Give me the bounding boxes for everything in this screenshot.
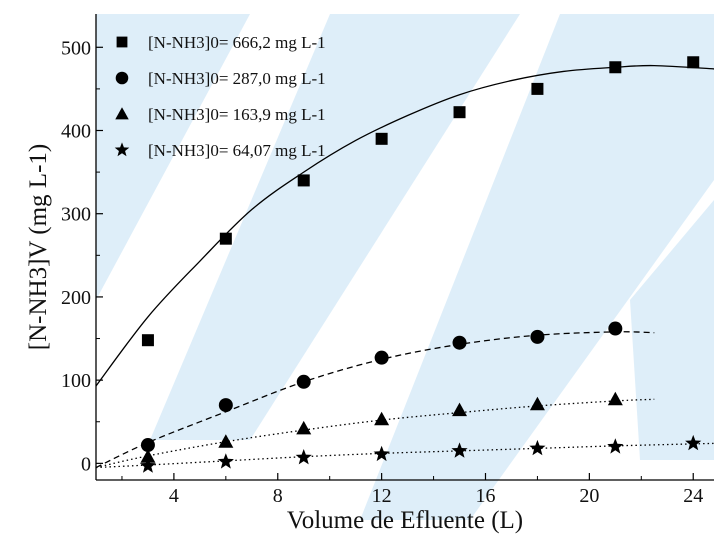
- data-point-series-3-triangle: [607, 391, 623, 406]
- x-tick-label: 24: [683, 485, 703, 507]
- data-point-series-1-square: [219, 232, 232, 245]
- data-point-series-1-square: [687, 56, 700, 69]
- x-tick-label: 12: [372, 485, 392, 507]
- legend-label-4: [N-NH3]0= 64,07 mg L-1: [148, 141, 326, 160]
- legend-marker-3: [115, 107, 129, 120]
- data-point-series-1-square: [609, 61, 622, 74]
- y-tick-label: 200: [61, 287, 91, 309]
- legend-label-1: [N-NH3]0= 666,2 mg L-1: [148, 33, 326, 52]
- x-tick-label: 4: [169, 485, 179, 507]
- fit-curve-series-4: [95, 442, 715, 469]
- y-tick-label: 500: [61, 37, 91, 59]
- background-band-3: [360, 14, 714, 520]
- data-point-series-2-circle: [374, 350, 389, 365]
- data-point-series-2-circle: [530, 329, 545, 344]
- data-point-series-4-star: [217, 453, 234, 469]
- data-point-series-1-square: [297, 174, 310, 187]
- y-tick-label: 400: [61, 121, 91, 143]
- data-point-series-3-triangle: [296, 420, 312, 435]
- y-tick-label: 300: [61, 204, 91, 226]
- background-band-4: [630, 200, 714, 460]
- legend-marker-1: [116, 36, 128, 48]
- y-tick-label: 100: [61, 370, 91, 392]
- data-point-series-1-square: [141, 334, 154, 347]
- data-point-series-4-star: [373, 445, 390, 462]
- legend-label-3: [N-NH3]0= 163,9 mg L-1: [148, 105, 326, 124]
- data-point-series-3-triangle: [452, 402, 468, 417]
- data-point-series-3-triangle: [374, 411, 390, 426]
- data-point-series-2-circle: [140, 438, 155, 453]
- data-point-series-3-triangle: [140, 449, 156, 463]
- data-markers: [139, 56, 702, 473]
- data-point-series-4-star: [139, 457, 157, 473]
- legend-marker-2: [115, 71, 129, 85]
- data-point-series-4-star: [295, 449, 312, 465]
- plot-axes: 4 8 12 16 20 24 0 100 200 300 400 500: [61, 14, 714, 507]
- data-point-series-4-star: [685, 434, 702, 451]
- data-point-series-2-circle: [452, 335, 467, 350]
- background-band-1: [96, 14, 250, 300]
- data-point-series-3-triangle: [529, 396, 545, 411]
- x-tick-label: 16: [475, 485, 495, 507]
- y-tick-label: 0: [81, 453, 91, 475]
- data-point-series-3-triangle: [218, 434, 234, 448]
- legend-marker-4: [114, 142, 130, 157]
- data-point-series-1-square: [375, 132, 388, 145]
- legend: [N-NH3]0= 666,2 mg L-1 [N-NH3]0= 287,0 mg…: [114, 33, 326, 160]
- background-band-2: [150, 14, 520, 440]
- data-point-series-2-circle: [608, 321, 623, 336]
- data-point-series-1-square: [531, 82, 544, 95]
- x-axis-title: Volume de Efluente (L): [287, 507, 523, 534]
- data-point-series-4-star: [451, 442, 468, 458]
- x-tick-label: 8: [273, 485, 283, 507]
- legend-label-2: [N-NH3]0= 287,0 mg L-1: [148, 69, 326, 88]
- data-point-series-4-star: [529, 439, 546, 456]
- data-point-series-1-square: [453, 106, 466, 119]
- x-tick-label: 20: [579, 485, 599, 507]
- data-point-series-2-circle: [218, 398, 233, 413]
- y-axis-title: [N-NH3]V (mg L-1): [25, 144, 52, 350]
- background-watermark: [96, 14, 714, 520]
- data-point-series-4-star: [607, 438, 624, 454]
- data-point-series-2-circle: [296, 374, 311, 389]
